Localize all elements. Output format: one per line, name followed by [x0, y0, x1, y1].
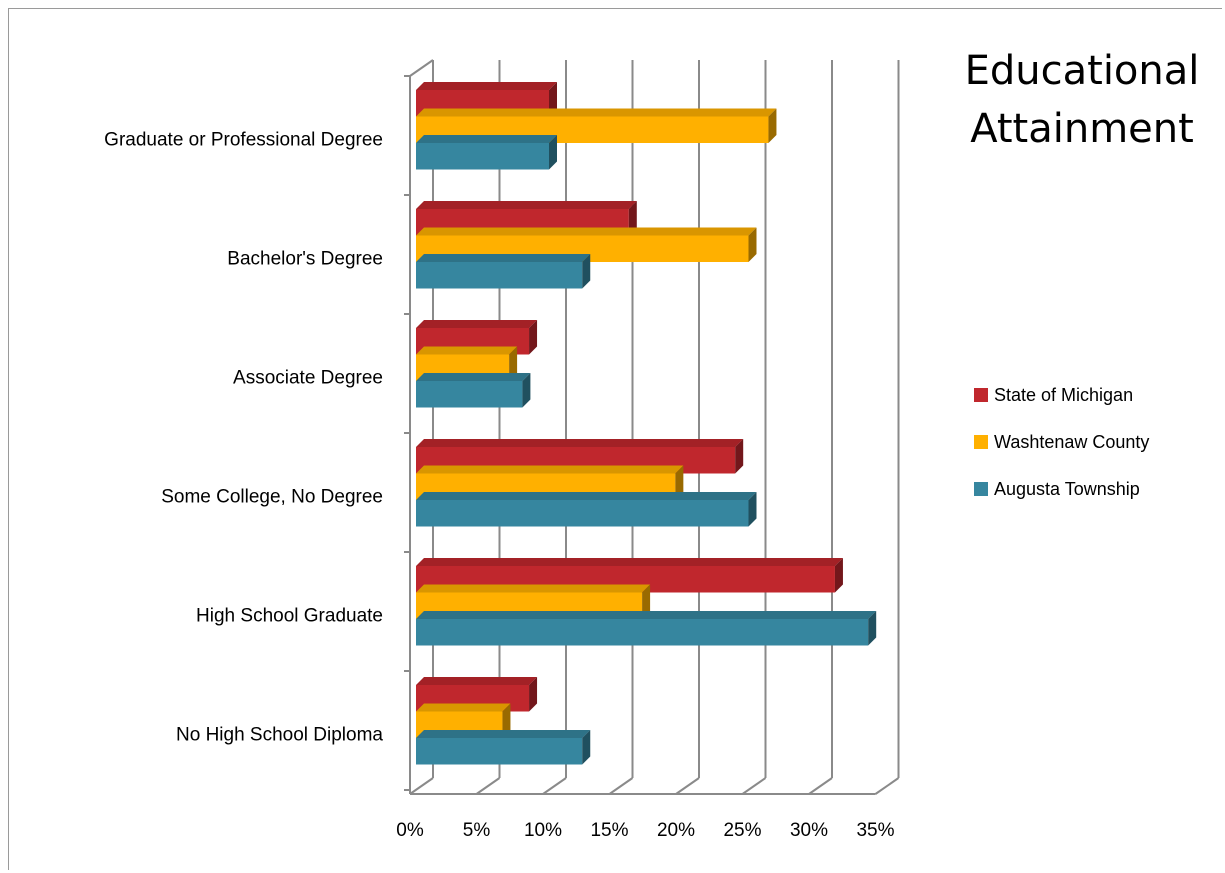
bar-end [735, 439, 744, 474]
bar-augusta-township-associate-degree [416, 373, 531, 408]
bar-front [416, 262, 583, 289]
category-label: Associate Degree [233, 368, 383, 389]
category-label: Some College, No Degree [161, 487, 383, 508]
bar-end [502, 703, 511, 738]
bar-top [416, 703, 511, 712]
bar-top [416, 465, 684, 474]
legend-swatch-augusta-township [974, 482, 988, 496]
bar-front [416, 381, 523, 408]
floor-gridline [542, 777, 567, 795]
legend-swatch-washtenaw-county [974, 435, 988, 449]
bar-end [549, 135, 557, 170]
axes [404, 59, 876, 795]
floor-gridline [409, 777, 434, 795]
bar-top [416, 254, 591, 262]
chart-title-line-2: Attainment [970, 106, 1194, 152]
category-label: High School Graduate [196, 606, 383, 627]
bar-top [416, 201, 637, 209]
bar-top [416, 320, 538, 328]
bar-augusta-township-no-high-school-diploma [416, 730, 591, 765]
legend-label-augusta-township: Augusta Township [994, 479, 1140, 499]
bar-end [868, 611, 877, 646]
bar-augusta-township-some-college-no-degree [416, 492, 757, 527]
bar-top [416, 492, 757, 500]
category-label: Graduate or Professional Degree [104, 130, 383, 151]
bar-end [748, 227, 757, 262]
bar-washtenaw-county-graduate-or-professional-degree [416, 108, 777, 143]
category-label: No High School Diploma [176, 725, 383, 746]
bar-top [416, 584, 651, 593]
x-tick-label: 0% [396, 820, 424, 841]
bar-augusta-township-bachelor-s-degree [416, 254, 591, 289]
bar-augusta-township-high-school-graduate [416, 611, 877, 646]
bar-end [509, 346, 518, 381]
bar-top [416, 730, 591, 738]
bar-front [416, 500, 749, 527]
floor-gridline [741, 777, 767, 795]
bar-end [642, 584, 651, 619]
legend: State of Michigan Washtenaw County Augus… [974, 385, 1149, 499]
gridlines [409, 60, 900, 795]
x-tick-label: 15% [590, 820, 628, 841]
bar-top [416, 227, 757, 236]
bar-top [416, 135, 557, 143]
chart-frame [8, 8, 1222, 870]
legend-label-state-of-michigan: State of Michigan [994, 385, 1133, 405]
x-tick-labels: 0% 5% 10% 15% 20% 25% 30% 35% [396, 820, 894, 841]
bar-end [522, 373, 531, 408]
category-label: Bachelor's Degree [227, 249, 383, 270]
bar-top [416, 611, 877, 619]
floor-gridline [808, 777, 833, 795]
floor-gridline [475, 777, 501, 795]
bar-augusta-township-graduate-or-professional-degree [416, 135, 557, 170]
bar-top [416, 108, 777, 117]
bar-front [416, 143, 549, 170]
floor-gridline [675, 777, 700, 795]
bar-end [529, 320, 538, 355]
bar-end [834, 558, 843, 593]
bar-top [416, 346, 518, 355]
bar-top [416, 677, 538, 685]
bar-end [549, 82, 557, 117]
bar-end [748, 492, 757, 527]
bar-front [416, 738, 583, 765]
bar-front [416, 619, 869, 646]
x-tick-label: 30% [790, 820, 828, 841]
bar-end [582, 254, 591, 289]
x-tick-label: 10% [524, 820, 562, 841]
bar-end [582, 730, 591, 765]
wall-top-edge [409, 59, 434, 77]
chart-title-line-1: Educational [965, 48, 1200, 94]
bar-end [529, 677, 538, 712]
bar-top [416, 82, 557, 90]
bar-end [628, 201, 637, 236]
legend-swatch-state-of-michigan [974, 388, 988, 402]
x-tick-label: 20% [657, 820, 695, 841]
bar-top [416, 558, 843, 566]
x-tick-label: 35% [856, 820, 894, 841]
x-tick-label: 5% [463, 820, 491, 841]
legend-label-washtenaw-county: Washtenaw County [994, 432, 1149, 452]
bar-end [675, 465, 684, 500]
floor-gridline [608, 777, 634, 795]
bar-top [416, 439, 744, 447]
bars [416, 82, 877, 765]
bar-top [416, 373, 531, 381]
category-labels: Graduate or Professional Degree Bachelor'… [104, 130, 383, 746]
x-tick-label: 25% [723, 820, 761, 841]
floor-gridline [874, 777, 900, 795]
bar-end [768, 108, 777, 143]
